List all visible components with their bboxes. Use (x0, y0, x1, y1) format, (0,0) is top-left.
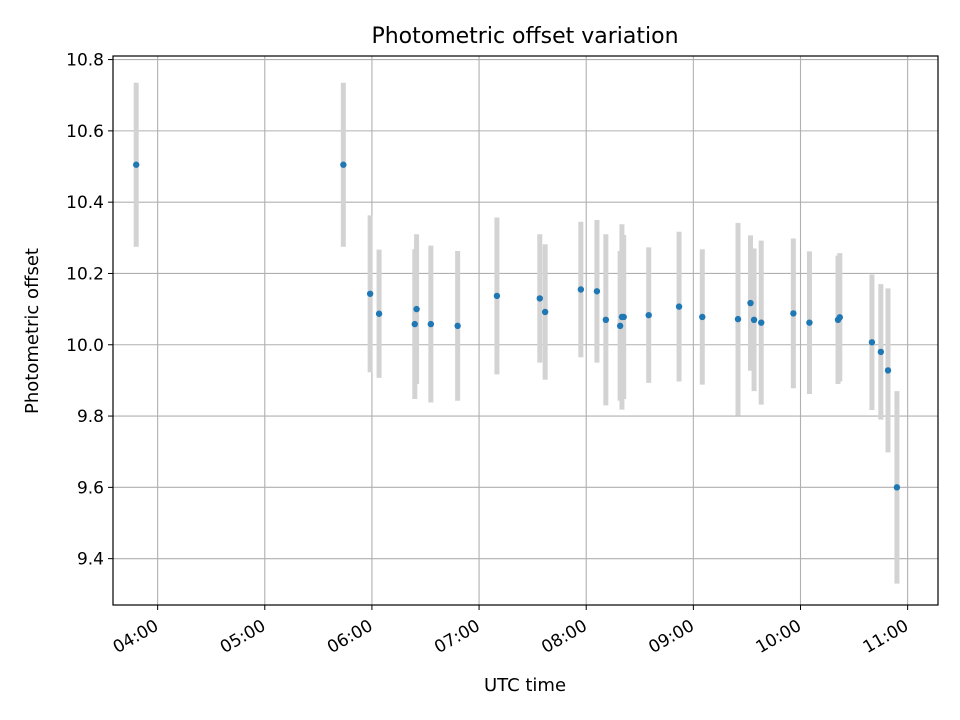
y-tick-label: 9.4 (77, 550, 104, 570)
data-point (536, 295, 543, 302)
y-tick-label: 10.4 (66, 193, 104, 213)
data-point (602, 316, 610, 324)
y-tick-label: 10.2 (66, 264, 104, 284)
data-point (884, 367, 892, 374)
data-point (790, 310, 797, 317)
data-point (699, 313, 706, 321)
plot-frame (112, 55, 939, 606)
chart-title: Photometric offset variation (371, 24, 678, 49)
data-point (577, 286, 585, 293)
data-point (616, 322, 624, 330)
data-point (593, 288, 601, 295)
data-point (411, 320, 418, 328)
data-point (413, 305, 420, 313)
data-point (893, 484, 901, 491)
data-point (734, 315, 742, 323)
data-point (493, 292, 501, 300)
data-point (806, 319, 813, 326)
data-point (645, 311, 652, 319)
data-point (675, 303, 683, 310)
data-point (750, 316, 758, 324)
data-point (427, 320, 435, 328)
y-tick-label: 10.8 (66, 51, 104, 71)
y-tick-label: 10.0 (66, 336, 104, 356)
y-tick-label: 10.6 (66, 122, 104, 142)
data-point (877, 348, 885, 356)
data-point (133, 161, 140, 168)
data-point (758, 319, 765, 326)
y-tick-label: 9.6 (77, 478, 104, 498)
data-point (747, 299, 754, 307)
data-points (133, 161, 901, 491)
y-tick-label: 9.8 (77, 407, 104, 427)
data-point (366, 290, 374, 297)
grid-lines (113, 56, 938, 605)
x-axis-label: UTC time (484, 675, 566, 696)
data-point (454, 322, 461, 330)
data-point (868, 339, 876, 346)
y-axis-label: Photometric offset (22, 248, 43, 414)
data-point (375, 310, 383, 317)
data-point (836, 314, 843, 321)
data-point (340, 161, 347, 168)
data-point (620, 313, 627, 321)
y-axis-ticks: 9.4 9.6 9.8 10.0 10.2 10.4 10.6 10.8 (66, 51, 113, 570)
data-point (541, 308, 549, 316)
